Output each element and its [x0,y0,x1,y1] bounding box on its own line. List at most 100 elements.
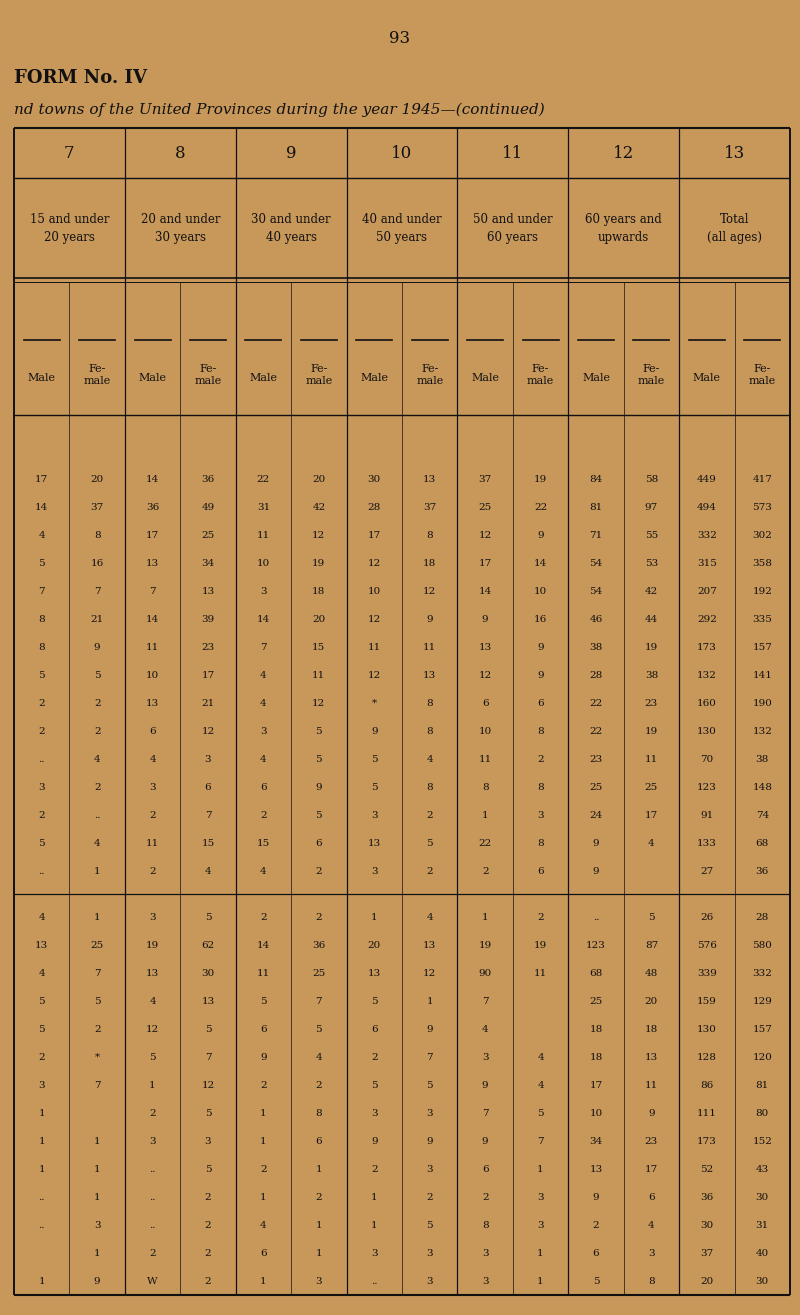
Text: 2: 2 [205,1220,211,1230]
Text: 30: 30 [756,1193,769,1202]
Text: 25: 25 [202,530,214,539]
Text: 2: 2 [371,1165,378,1173]
Text: 36: 36 [700,1193,714,1202]
Text: 9: 9 [593,1193,599,1202]
Text: 52: 52 [700,1165,714,1173]
Text: 12: 12 [368,559,381,568]
Text: 2: 2 [38,726,45,735]
Text: 4: 4 [260,867,266,876]
Text: W: W [147,1277,158,1286]
Text: 17: 17 [478,559,492,568]
Text: 23: 23 [645,698,658,707]
Text: 20: 20 [700,1277,714,1286]
Text: 13: 13 [368,839,381,847]
Text: 1: 1 [260,1136,266,1145]
Text: 9: 9 [538,643,544,651]
Text: 53: 53 [645,559,658,568]
Text: 13: 13 [478,643,492,651]
Text: 5: 5 [38,559,45,568]
Text: 3: 3 [371,810,378,819]
Text: 1: 1 [38,1136,45,1145]
Text: 132: 132 [752,726,772,735]
Text: 11: 11 [368,643,381,651]
Text: 6: 6 [150,726,156,735]
Text: 20: 20 [90,475,104,484]
Text: 31: 31 [257,502,270,512]
Text: 5: 5 [426,839,433,847]
Text: 3: 3 [205,755,211,764]
Text: 93: 93 [390,29,410,46]
Text: 123: 123 [697,782,717,792]
Text: 2: 2 [426,867,433,876]
Text: 130: 130 [697,726,717,735]
Text: 7: 7 [150,586,156,596]
Text: 5: 5 [315,1024,322,1034]
Text: 10: 10 [534,586,547,596]
Text: 111: 111 [697,1109,717,1118]
Text: 9: 9 [593,867,599,876]
Text: 1: 1 [538,1277,544,1286]
Text: 20 and under
30 years: 20 and under 30 years [141,213,220,243]
Text: 11: 11 [423,643,436,651]
Text: 417: 417 [752,475,772,484]
Text: 8: 8 [482,1220,489,1230]
Text: 28: 28 [756,913,769,922]
Text: 70: 70 [700,755,714,764]
Text: 2: 2 [94,782,101,792]
Text: 12: 12 [613,145,634,162]
Text: 9: 9 [426,614,433,623]
Text: 20: 20 [312,475,326,484]
Text: 18: 18 [645,1024,658,1034]
Text: 4: 4 [538,1081,544,1090]
Text: 13: 13 [423,671,436,680]
Text: 12: 12 [478,671,492,680]
Text: 71: 71 [590,530,602,539]
Text: 5: 5 [538,1109,544,1118]
Text: 1: 1 [260,1193,266,1202]
Text: 1: 1 [315,1220,322,1230]
Text: 332: 332 [752,969,772,977]
Text: 190: 190 [752,698,772,707]
Text: 10: 10 [368,586,381,596]
Text: 13: 13 [423,475,436,484]
Text: 81: 81 [756,1081,769,1090]
Text: 4: 4 [38,530,45,539]
Text: 23: 23 [202,643,214,651]
Text: 123: 123 [586,940,606,949]
Text: 7: 7 [482,997,489,1006]
Text: 7: 7 [482,1109,489,1118]
Text: 339: 339 [697,969,717,977]
Text: 22: 22 [590,698,602,707]
Text: 46: 46 [590,614,602,623]
Text: 2: 2 [260,913,266,922]
Text: 28: 28 [590,671,602,680]
Text: 4: 4 [648,1220,654,1230]
Text: Fe-
male: Fe- male [194,363,222,385]
Text: 37: 37 [700,1248,714,1257]
Text: 24: 24 [590,810,602,819]
Text: 13: 13 [146,698,159,707]
Text: 6: 6 [482,1165,489,1173]
Text: 1: 1 [38,1165,45,1173]
Text: 3: 3 [426,1109,433,1118]
Text: 1: 1 [371,1193,378,1202]
Text: 1: 1 [371,1220,378,1230]
Text: 4: 4 [150,997,156,1006]
Text: ..: .. [371,1277,378,1286]
Text: 5: 5 [593,1277,599,1286]
Text: 9: 9 [538,530,544,539]
Text: 17: 17 [368,530,381,539]
Text: 12: 12 [312,698,326,707]
Text: 2: 2 [94,726,101,735]
Text: 25: 25 [312,969,326,977]
Text: 13: 13 [590,1165,602,1173]
Text: 25: 25 [590,997,602,1006]
Text: 5: 5 [315,726,322,735]
Text: 4: 4 [94,755,101,764]
Text: 3: 3 [371,1109,378,1118]
Text: 580: 580 [752,940,772,949]
Text: 9: 9 [593,839,599,847]
Text: 148: 148 [752,782,772,792]
Text: 5: 5 [260,997,266,1006]
Text: 159: 159 [697,997,717,1006]
